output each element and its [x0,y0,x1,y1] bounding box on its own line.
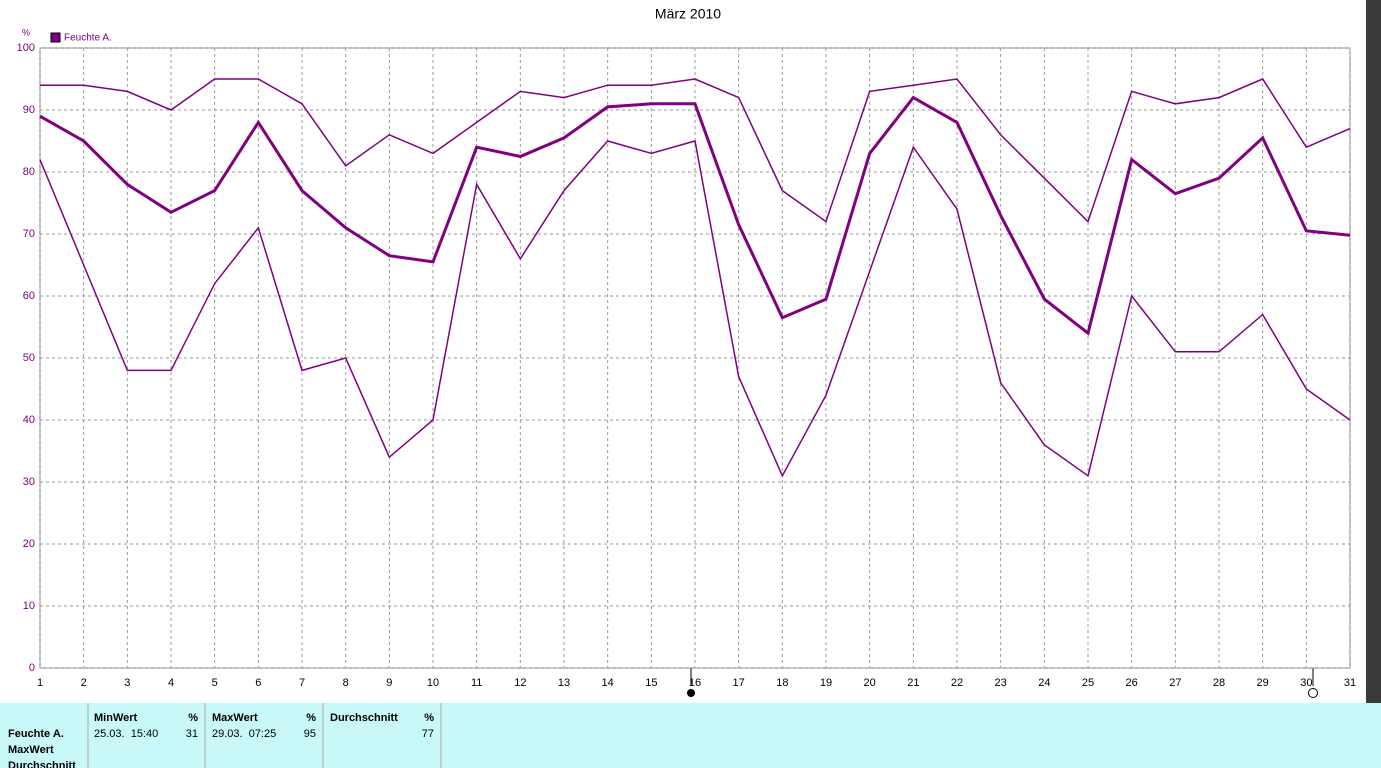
legend-swatch [50,32,61,43]
y-tick-label: 60 [23,290,35,302]
cell-value: 77 [422,728,434,740]
x-tick-label: 19 [820,677,832,689]
data-line [39,95,1351,336]
x-tick-label: 9 [386,677,392,689]
data-line [40,78,1351,223]
x-tick-label: 4 [168,677,174,689]
x-tick-label: 29 [1257,677,1269,689]
x-tick-label: 15 [645,677,657,689]
cell-value: 95 [304,728,316,740]
x-tick-label: 1 [37,677,43,689]
column-header: MaxWert [212,712,258,724]
side-bar [1366,0,1381,703]
cell-time: 25.03. 15:40 [94,728,158,740]
x-tick-label: 13 [558,677,570,689]
x-tick-label: 22 [951,677,963,689]
x-tick-label: 27 [1169,677,1181,689]
y-tick-label: 0 [29,662,35,674]
x-tick-label: 25 [1082,677,1094,689]
x-tick-label: 7 [299,677,305,689]
x-tick-label: 21 [907,677,919,689]
y-tick-label: 10 [23,600,35,612]
chart-title: März 2010 [655,6,721,22]
x-tick-label: 26 [1126,677,1138,689]
cell-time: 29.03. 07:25 [212,728,276,740]
row-label: Durchschnitt [8,760,76,768]
marker-filled [687,689,695,697]
x-tick-label: 24 [1038,677,1050,689]
x-tick-label: 5 [212,677,218,689]
x-tick-label: 6 [255,677,261,689]
data-line [39,140,1351,478]
column-header: Durchschnitt [330,712,398,724]
x-tick-label: 23 [995,677,1007,689]
x-tick-label: 17 [733,677,745,689]
x-tick-label: 18 [776,677,788,689]
y-tick-label: 50 [23,352,35,364]
x-tick-label: 28 [1213,677,1225,689]
column-unit: % [188,712,198,724]
x-tick-label: 31 [1344,677,1356,689]
x-tick-label: 8 [343,677,349,689]
x-tick-label: 12 [514,677,526,689]
x-tick-label: 30 [1300,677,1312,689]
x-tick-label: 2 [81,677,87,689]
y-tick-label: 20 [23,538,35,550]
cell-value: 31 [186,728,198,740]
column-unit: % [424,712,434,724]
column-unit: % [306,712,316,724]
x-tick-label: 16 [689,677,701,689]
y-tick-label: 30 [23,476,35,488]
marker-open [1308,688,1318,698]
legend-label: Feuchte A. [64,33,112,44]
row-label: MaxWert [8,744,54,756]
y-axis-label: % [22,27,30,37]
row-label: Feuchte A. [8,728,64,740]
y-tick-label: 90 [23,104,35,116]
y-tick-label: 100 [17,42,35,54]
x-tick-label: 11 [471,677,482,689]
stats-panel [0,703,1381,768]
x-tick-label: 10 [427,677,439,689]
x-tick-label: 3 [124,677,130,689]
y-tick-label: 40 [23,414,35,426]
column-header: MinWert [94,712,138,724]
y-tick-label: 80 [23,166,35,178]
y-tick-label: 70 [23,228,35,240]
x-tick-label: 20 [864,677,876,689]
x-tick-label: 14 [602,677,614,689]
